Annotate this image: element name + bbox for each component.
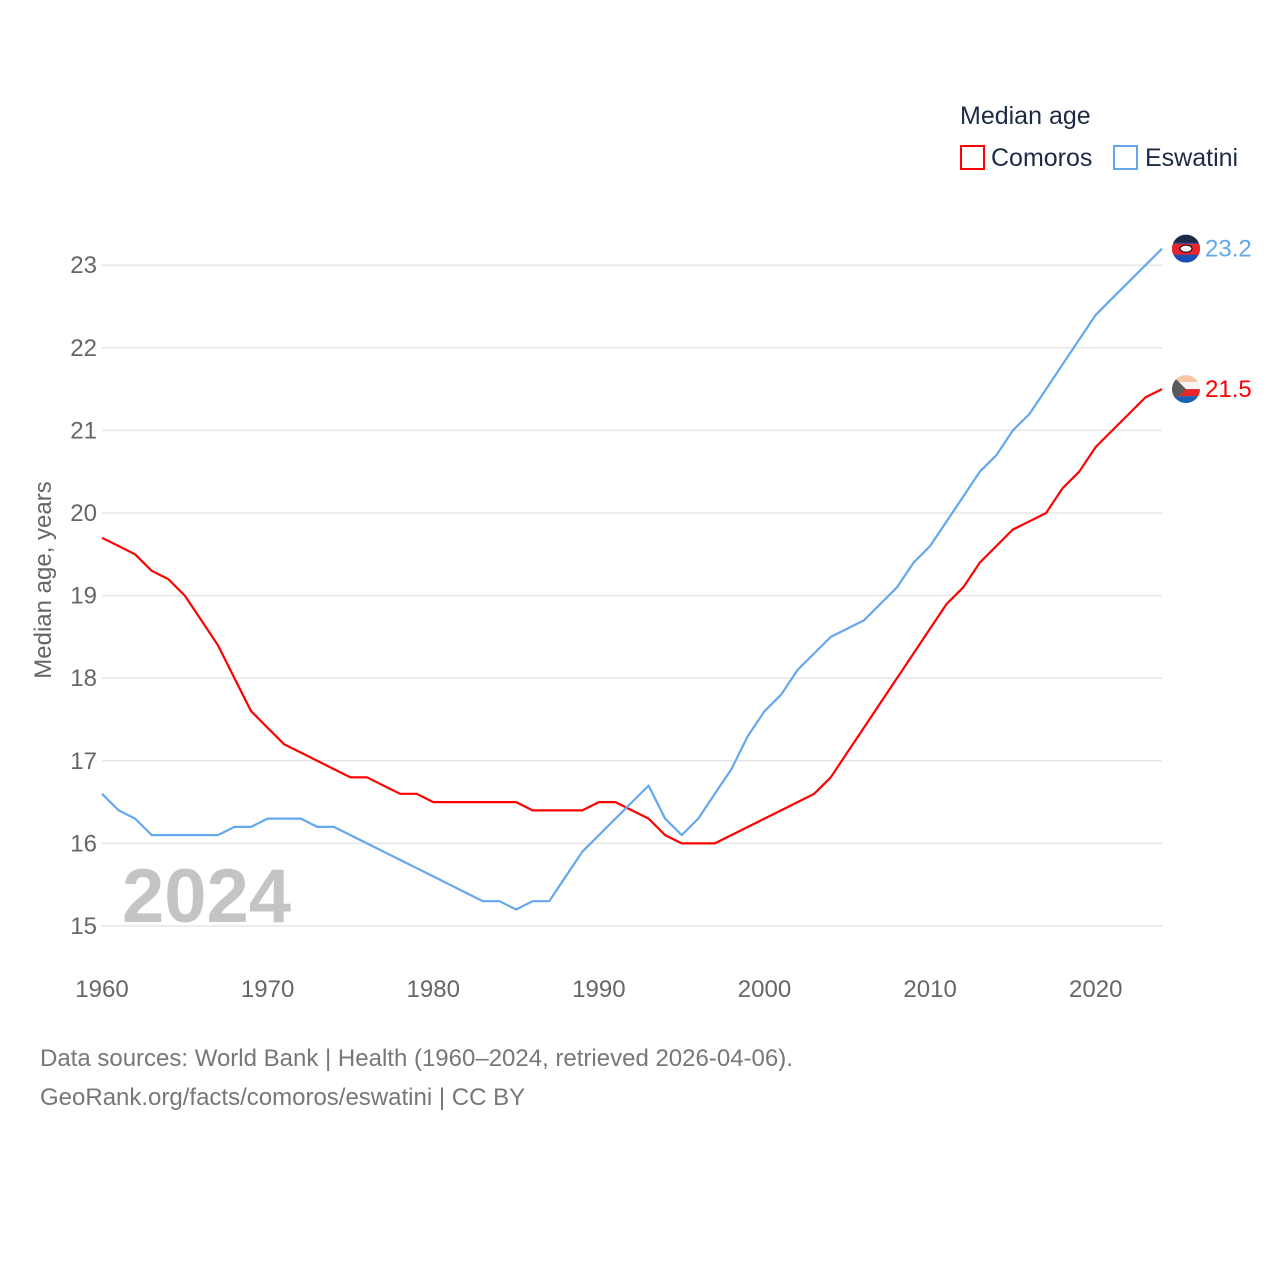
x-tick-label: 2000 (738, 976, 791, 1003)
y-tick-label: 22 (70, 335, 97, 362)
x-axis-ticks: 1960 1970 1980 1990 2000 2010 2020 (75, 976, 1122, 1003)
x-tick-label: 1990 (572, 976, 625, 1003)
y-axis-ticks: 15 16 17 18 19 20 21 22 23 (70, 252, 97, 940)
y-tick-label: 19 (70, 583, 97, 610)
y-tick-label: 15 (70, 913, 97, 940)
flag-icon-eswatini (1172, 234, 1200, 263)
grid-lines (102, 264, 1162, 927)
y-tick-label: 18 (70, 665, 97, 692)
x-tick-label: 1970 (241, 976, 294, 1003)
y-tick-label: 16 (70, 830, 97, 857)
legend-title: Median age (960, 102, 1091, 130)
series-line-comoros[interactable] (101, 388, 1163, 845)
source-line: Data sources: World Bank | Health (1960–… (40, 1045, 793, 1072)
y-tick-label: 23 (70, 252, 97, 279)
x-tick-label: 2010 (903, 976, 956, 1003)
end-labels: 21.5 23.2 (1172, 234, 1252, 404)
legend-label-comoros: Comoros (991, 144, 1092, 172)
legend-item-eswatini[interactable]: Eswatini (1113, 144, 1238, 172)
x-tick-label: 1960 (75, 976, 128, 1003)
flag-icon-comoros (1172, 375, 1200, 404)
legend-swatch-eswatini (1113, 145, 1138, 170)
legend-label-eswatini: Eswatini (1145, 144, 1238, 172)
y-axis-label: Median age, years (30, 481, 57, 678)
source-link[interactable]: GeoRank.org/facts/comoros/eswatini | CC … (40, 1084, 526, 1111)
x-tick-label: 1980 (407, 976, 460, 1003)
legend-item-comoros[interactable]: Comoros (960, 144, 1092, 172)
y-tick-label: 21 (70, 417, 97, 444)
x-tick-label: 2020 (1069, 976, 1122, 1003)
series-line-eswatini[interactable] (101, 247, 1163, 911)
series-lines (101, 247, 1163, 911)
y-tick-label: 20 (70, 500, 97, 527)
end-value-comoros: 21.5 (1205, 376, 1252, 403)
year-watermark: 2024 (122, 854, 291, 939)
y-tick-label: 17 (70, 748, 97, 775)
legend-swatch-comoros (960, 145, 985, 170)
end-value-eswatini: 23.2 (1205, 236, 1252, 263)
